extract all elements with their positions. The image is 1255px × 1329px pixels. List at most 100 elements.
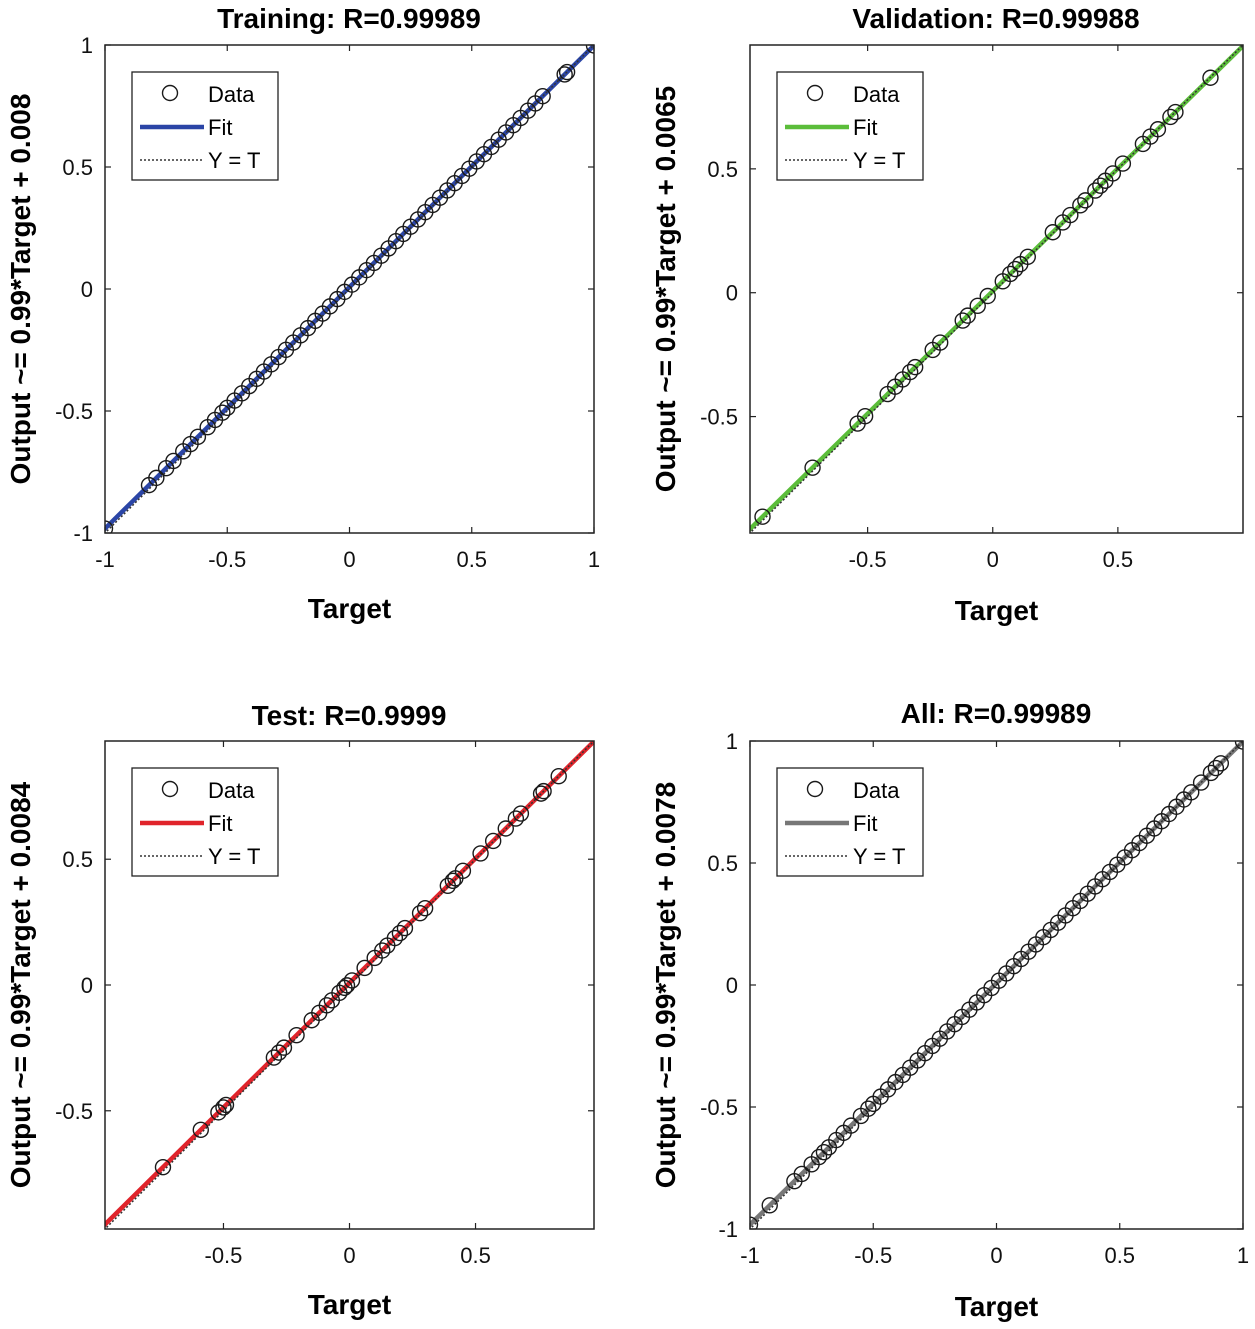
data-point — [959, 307, 976, 324]
plot-content — [750, 45, 1243, 533]
y-tick-label: 1 — [81, 33, 93, 58]
data-point — [1087, 182, 1104, 199]
y-tick-label: -0.5 — [55, 1099, 93, 1124]
legend-data-label: Data — [853, 82, 900, 107]
panel-2: -0.5 0 0.5 -0.5 0 0.5 Validation: R=0.99988 Tar… — [650, 3, 1244, 626]
data-point — [761, 1197, 778, 1214]
y-tick-label: 0 — [81, 973, 93, 998]
legend-data-label: Data — [208, 82, 255, 107]
y-tick-label: 0 — [81, 277, 93, 302]
data-point — [535, 782, 552, 800]
x-axis-label: Target — [955, 595, 1039, 626]
legend: Data Fit Y = T — [131, 767, 279, 877]
y-axis-label: Output ~= 0.99*Target + 0.0084 — [5, 781, 36, 1188]
data-point — [1162, 108, 1179, 126]
data-point — [270, 1044, 288, 1061]
data-point — [343, 972, 361, 989]
data-point — [556, 66, 573, 83]
data-point — [931, 334, 949, 351]
data-point — [374, 942, 391, 959]
x-tick-label: 0 — [987, 547, 999, 572]
data-point — [550, 767, 567, 785]
data-point — [512, 805, 530, 822]
legend-data-label: Data — [208, 778, 255, 803]
x-tick-label: 1 — [588, 547, 600, 572]
legend-data-marker — [161, 84, 179, 102]
data-point — [558, 63, 576, 81]
data-point — [901, 363, 919, 381]
data-point — [396, 919, 414, 937]
data-point — [214, 404, 231, 421]
legend-identity-label: Y = T — [853, 148, 905, 173]
x-tick-label: -1 — [740, 1243, 760, 1268]
legend: Data Fit Y = T — [776, 767, 924, 877]
data-point — [1207, 759, 1225, 777]
data-point — [856, 407, 874, 425]
data-point — [338, 977, 356, 994]
data-point — [750, 1216, 759, 1229]
x-tick-label: 0.5 — [1103, 547, 1134, 572]
data-point — [265, 1049, 283, 1066]
y-tick-label: 0.5 — [62, 155, 93, 180]
x-tick-label: -0.5 — [849, 547, 887, 572]
data-point — [444, 872, 462, 889]
data-point — [1183, 784, 1200, 801]
legend-fit-label: Fit — [853, 115, 877, 140]
data-point — [386, 929, 404, 947]
legend-data-marker — [806, 84, 824, 102]
panel-3: -0.5 0 0.5 -0.5 0 0.5 Test: R=0.9999 Target Outp… — [5, 700, 595, 1320]
data-point — [1077, 192, 1094, 209]
data-point — [860, 1100, 877, 1117]
x-tick-label: 0 — [343, 1243, 355, 1268]
identity-line — [750, 45, 1243, 533]
panel-4: -1 -0.5 0 0.5 1 -1 -0.5 0 0.5 1 All: R=0.99989 Targ… — [650, 698, 1249, 1322]
plot-content — [105, 741, 594, 1229]
legend-data-marker — [806, 780, 824, 798]
data-point — [105, 520, 114, 533]
data-point — [969, 297, 986, 315]
x-tick-label: 0.5 — [456, 547, 487, 572]
data-point — [1072, 197, 1089, 214]
y-tick-label: -0.5 — [55, 399, 93, 424]
y-tick-label: 0.5 — [707, 851, 738, 876]
y-tick-label: 1 — [726, 729, 738, 754]
legend-fit-label: Fit — [208, 115, 232, 140]
x-tick-label: -0.5 — [854, 1243, 892, 1268]
x-axis-label: Target — [955, 1291, 1039, 1322]
data-point — [454, 862, 472, 880]
data-point — [189, 428, 207, 446]
chart-title: Validation: R=0.99988 — [852, 3, 1139, 34]
x-axis-label: Target — [308, 1289, 392, 1320]
legend-identity-label: Y = T — [853, 844, 905, 869]
data-point — [1202, 764, 1220, 782]
data-point — [288, 1026, 305, 1044]
data-point — [532, 785, 550, 802]
plot-content — [750, 741, 1243, 1229]
data-point — [1104, 165, 1122, 182]
x-axis-label: Target — [308, 593, 392, 624]
data-point — [356, 959, 373, 977]
chart-title: All: R=0.99989 — [901, 698, 1092, 729]
data-point — [217, 1096, 235, 1114]
data-point — [810, 1148, 828, 1166]
legend-data-marker — [161, 780, 179, 798]
axes-box — [749, 44, 1244, 534]
data-point — [1062, 206, 1079, 224]
data-point — [1167, 103, 1184, 121]
legend-data-label: Data — [853, 778, 900, 803]
x-tick-label: 0.5 — [1104, 1243, 1135, 1268]
legend-identity-label: Y = T — [208, 148, 260, 173]
data-point — [804, 459, 821, 476]
data-point — [1007, 260, 1024, 278]
data-point — [906, 358, 924, 376]
data-point — [842, 1117, 860, 1134]
x-tick-label: 0 — [990, 1243, 1002, 1268]
x-tick-label: 0 — [343, 547, 355, 572]
data-point — [411, 904, 429, 922]
data-point — [534, 88, 551, 105]
identity-line — [750, 741, 1243, 1229]
panel-1: -1 -0.5 0 0.5 1 -1 -0.5 0 0.5 1 Training: R=0.9998… — [5, 3, 600, 624]
legend-fit-label: Fit — [853, 811, 877, 836]
x-tick-label: 1 — [1237, 1243, 1249, 1268]
